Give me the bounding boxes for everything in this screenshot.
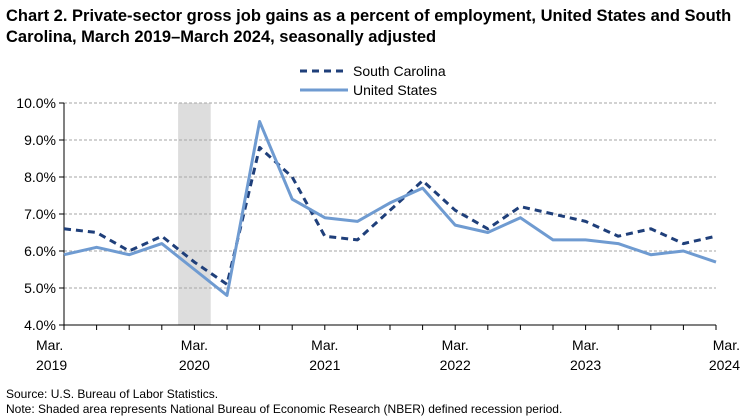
y-tick-label: 9.0% [24,132,56,148]
x-tick-label: Mar. [181,337,208,353]
footnote: Note: Shaded area represents National Bu… [6,402,563,416]
united-states-line [63,120,717,297]
axes: 4.0% 5.0% 6.0% 7.0% 8.0% 9.0% 10.0% Mar. 2019 Mar… [16,95,740,373]
y-tick-label: 5.0% [24,280,56,296]
y-tick-label: 4.0% [24,317,56,333]
series-lines [63,120,717,297]
south-carolina-line [63,145,717,286]
x-tick-label: Mar. [442,337,469,353]
gridlines [64,102,716,289]
y-tick-label: 7.0% [24,206,56,222]
x-tick-label: Mar. [572,337,599,353]
x-tick-label: 2020 [179,357,210,373]
y-tick-label: 8.0% [24,169,56,185]
legend-label: United States [353,82,437,98]
x-tick-label: 2024 [709,357,740,373]
y-tick-label: 6.0% [24,243,56,259]
x-tick-label: 2023 [570,357,601,373]
source-note: Source: U.S. Bureau of Labor Statistics. [6,387,219,401]
chart-title: Chart 2. Private-sector gross job gains … [6,7,732,46]
y-tick-label: 10.0% [16,95,56,111]
legend: South Carolina United States [300,63,446,98]
x-tick-label: Mar. [36,337,63,353]
legend-label: South Carolina [353,63,446,79]
x-tick-label: 2021 [309,357,340,373]
x-tick-label: Mar. [713,337,740,353]
x-tick-label: 2022 [440,357,471,373]
x-tick-label: Mar. [311,337,338,353]
x-tick-label: 2019 [36,357,67,373]
